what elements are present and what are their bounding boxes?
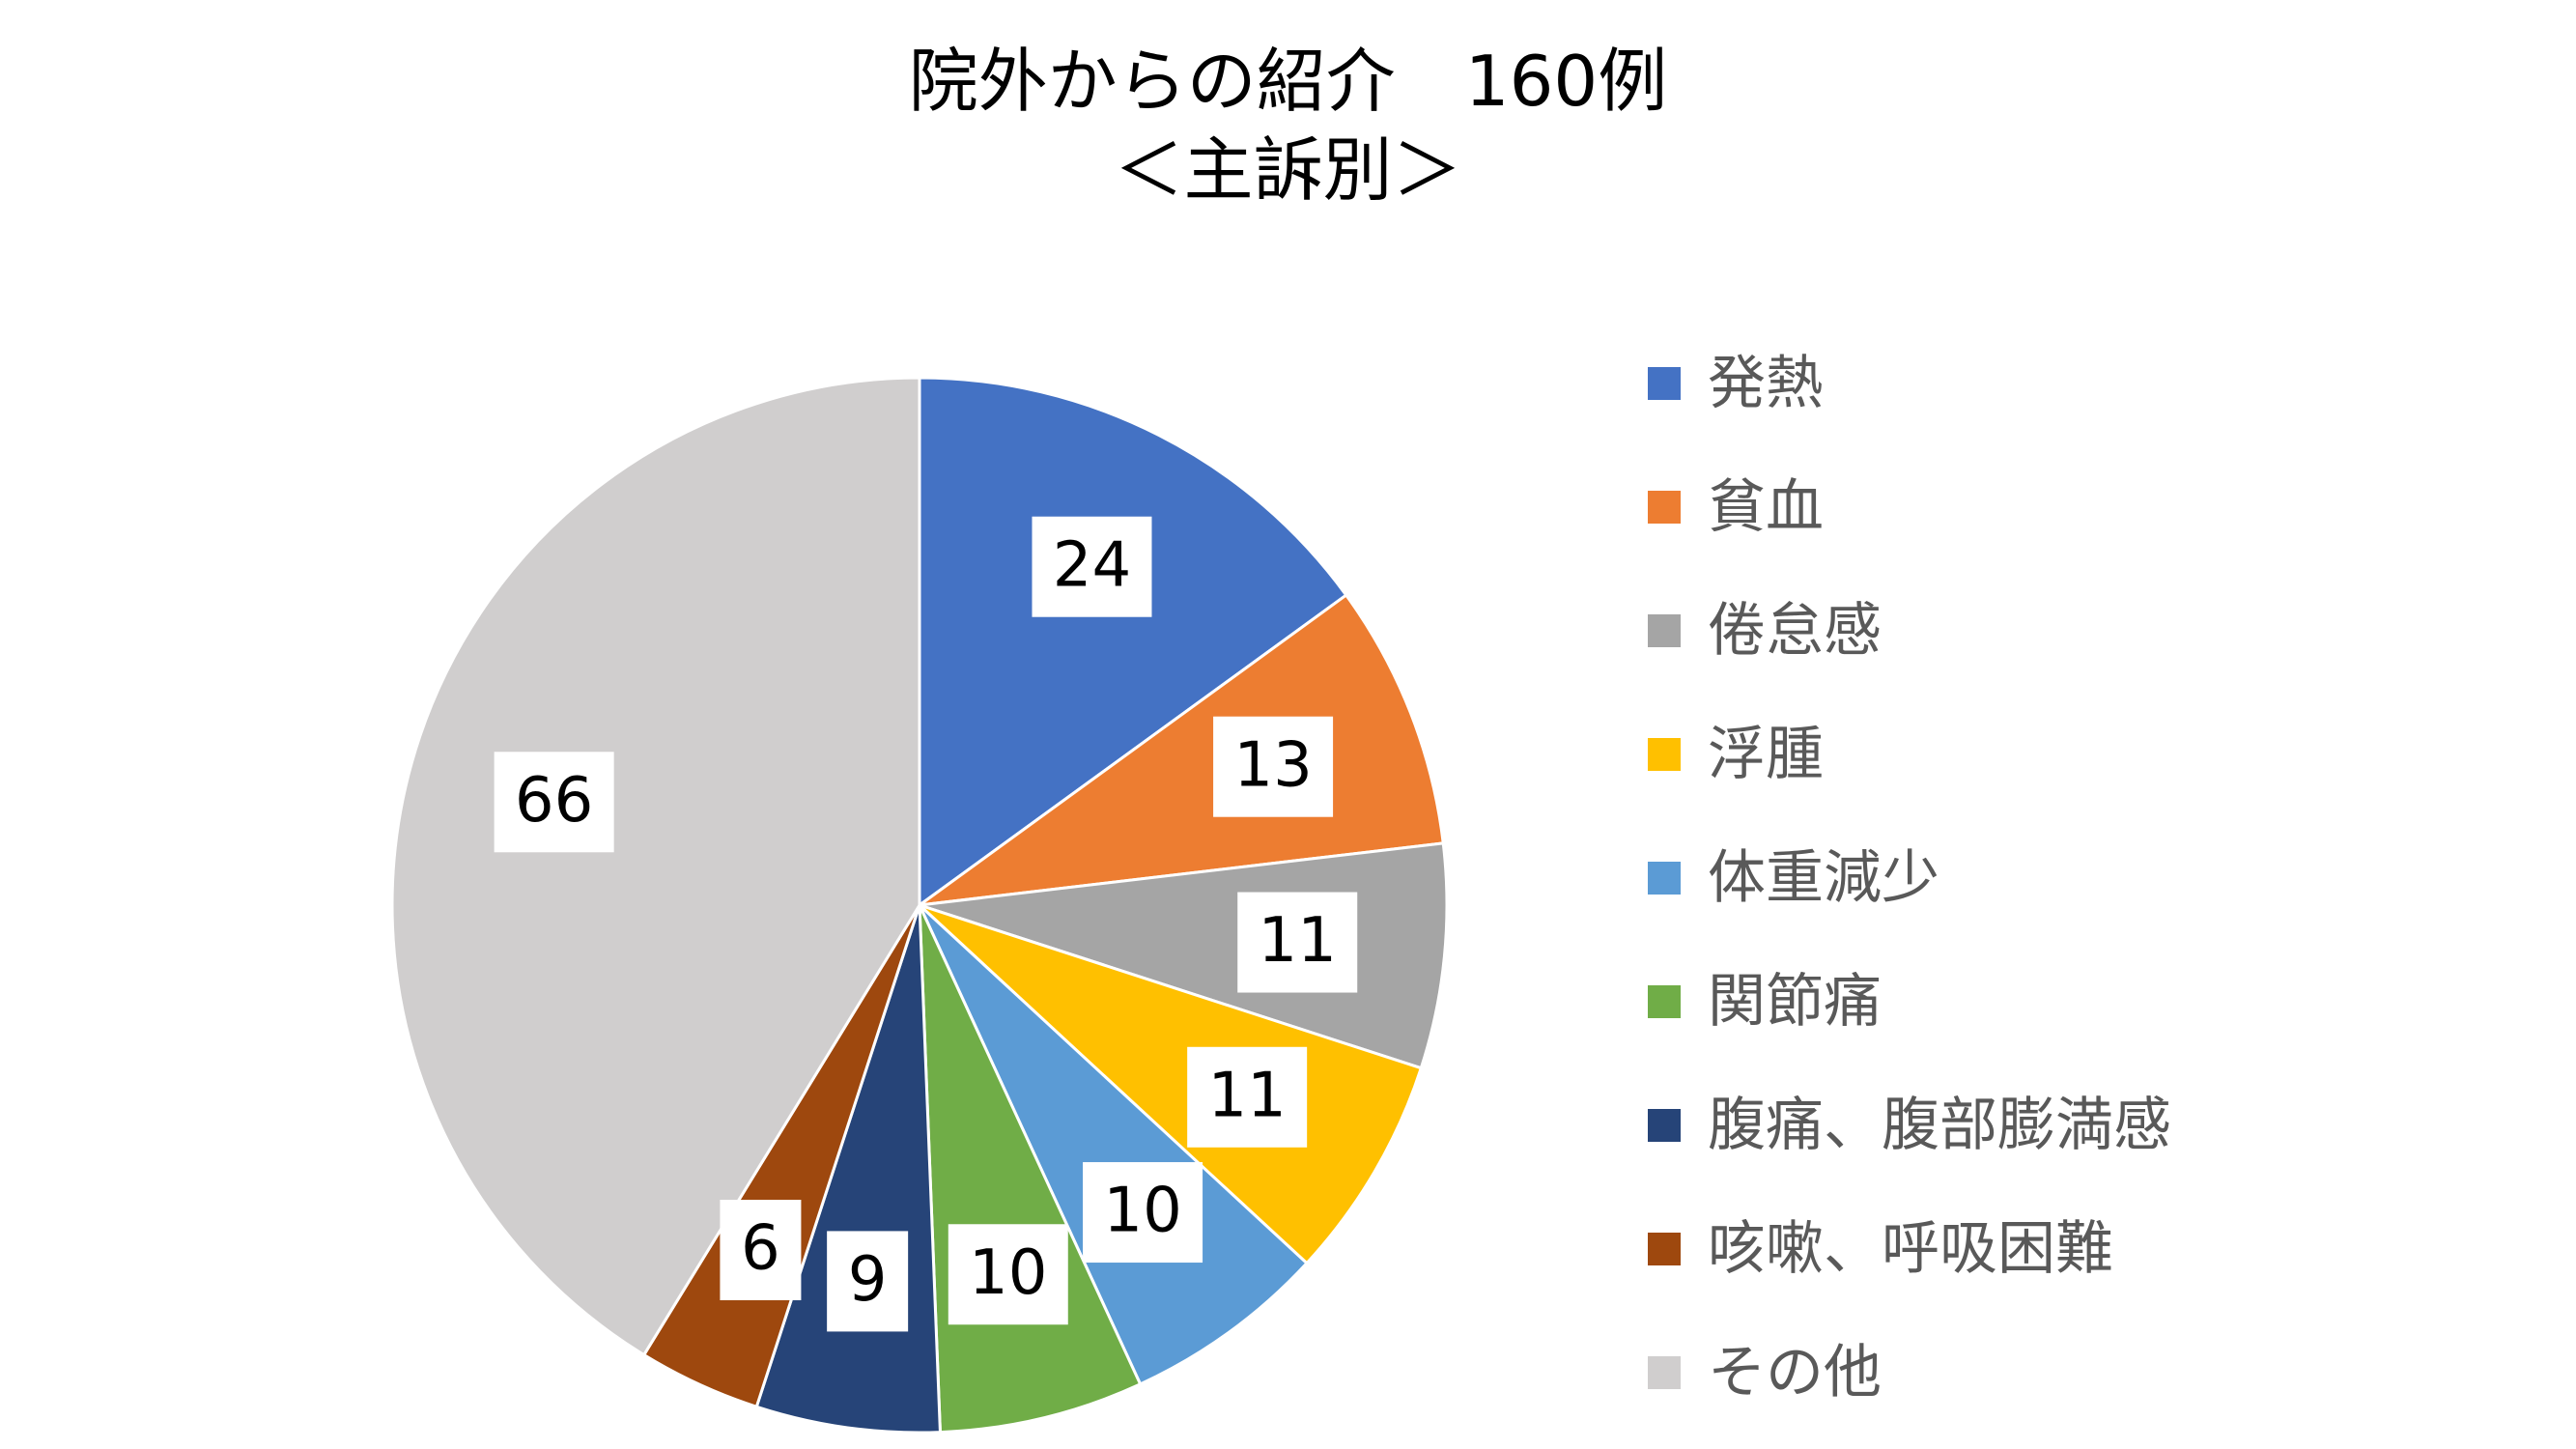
data-label-box bbox=[494, 752, 614, 853]
data-label-box bbox=[827, 1231, 909, 1332]
chart-title: 院外からの紹介 160例 bbox=[908, 41, 1668, 122]
data-label-box bbox=[948, 1224, 1068, 1325]
chart-legend: 発熱貧血倦怠感浮腫体重減少関節痛腹痛、腹部膨満感 咳嗽、呼吸困難 その他 bbox=[1648, 322, 2171, 1435]
legend-item: 関節痛 bbox=[1648, 940, 2171, 1064]
data-label: 9 bbox=[827, 1231, 909, 1332]
legend-swatch bbox=[1648, 738, 1681, 771]
legend-item: 体重減少 bbox=[1648, 816, 2171, 940]
legend-swatch bbox=[1648, 985, 1681, 1018]
data-label-text: 11 bbox=[1207, 1060, 1286, 1131]
data-label: 6 bbox=[720, 1200, 802, 1301]
chart-title-block: 院外からの紹介 160例 ＜主訴別＞ bbox=[0, 37, 2576, 214]
legend-label: 発熱 bbox=[1708, 350, 1824, 417]
legend-item: 貧血 bbox=[1648, 445, 2171, 569]
data-label: 10 bbox=[948, 1224, 1068, 1325]
data-label: 11 bbox=[1237, 892, 1358, 993]
pie-slice bbox=[918, 376, 1348, 907]
pie-slices bbox=[390, 376, 1449, 1435]
data-label-text: 10 bbox=[1103, 1176, 1181, 1247]
chart-subtitle: ＜主訴別＞ bbox=[1114, 129, 1462, 211]
pie-slice bbox=[390, 376, 921, 1357]
legend-swatch bbox=[1648, 491, 1681, 524]
data-label-box bbox=[1032, 516, 1152, 617]
legend-item: 腹痛、腹部膨満感 bbox=[1648, 1064, 2171, 1187]
legend-label: 腹痛、腹部膨満感 bbox=[1708, 1092, 2171, 1159]
data-label: 11 bbox=[1187, 1046, 1308, 1148]
data-label: 10 bbox=[1083, 1162, 1203, 1264]
data-label-box bbox=[1187, 1046, 1308, 1148]
data-label-box bbox=[1083, 1162, 1203, 1264]
legend-label: 関節痛 bbox=[1708, 968, 1882, 1036]
legend-label: 貧血 bbox=[1708, 473, 1824, 541]
legend-swatch bbox=[1648, 614, 1681, 647]
data-label-text: 24 bbox=[1053, 529, 1131, 601]
data-label-box bbox=[1237, 892, 1358, 993]
data-label: 66 bbox=[494, 752, 614, 853]
legend-label: その他 bbox=[1708, 1339, 1882, 1406]
data-label: 13 bbox=[1213, 716, 1334, 817]
legend-label: 浮腫 bbox=[1708, 721, 1824, 788]
data-label-text: 6 bbox=[741, 1213, 780, 1285]
legend-item: 発熱 bbox=[1648, 322, 2171, 445]
legend-item: その他 bbox=[1648, 1311, 2171, 1435]
legend-swatch bbox=[1648, 1109, 1681, 1142]
data-label-text: 66 bbox=[515, 765, 593, 837]
legend-swatch bbox=[1648, 1233, 1681, 1265]
legend-swatch bbox=[1648, 1356, 1681, 1389]
data-label-text: 10 bbox=[969, 1237, 1047, 1309]
pie-slice bbox=[918, 593, 1445, 907]
legend-item: 咳嗽、呼吸困難 bbox=[1648, 1187, 2171, 1311]
legend-swatch bbox=[1648, 367, 1681, 400]
data-label-text: 9 bbox=[848, 1244, 888, 1316]
legend-label: 咳嗽、呼吸困難 bbox=[1708, 1215, 2113, 1283]
legend-label: 倦怠感 bbox=[1708, 597, 1882, 665]
pie-slice bbox=[918, 903, 1309, 1386]
pie-slice bbox=[918, 903, 1423, 1265]
data-label: 24 bbox=[1032, 516, 1152, 617]
data-label-box bbox=[1213, 716, 1334, 817]
data-label-text: 11 bbox=[1259, 905, 1337, 977]
data-label-box bbox=[720, 1200, 802, 1301]
legend-item: 浮腫 bbox=[1648, 693, 2171, 816]
legend-item: 倦怠感 bbox=[1648, 569, 2171, 693]
legend-swatch bbox=[1648, 862, 1681, 895]
legend-label: 体重減少 bbox=[1708, 844, 1939, 912]
data-label-text: 13 bbox=[1233, 729, 1312, 801]
